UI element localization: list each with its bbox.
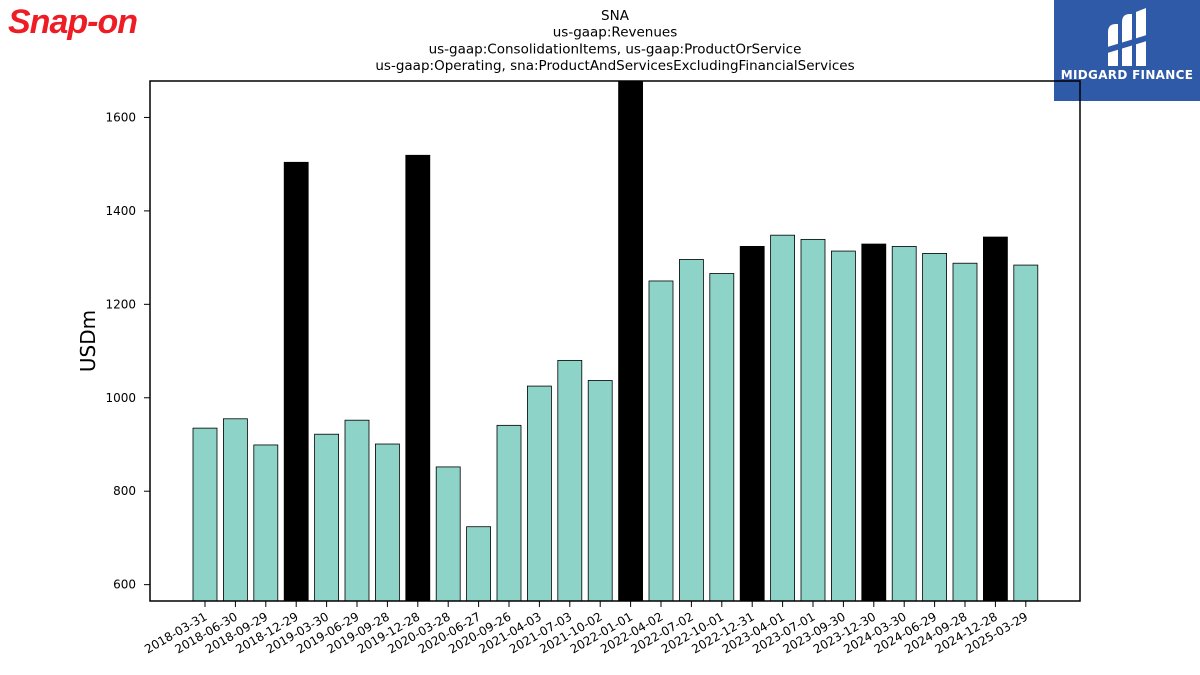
y-tick-label: 1000 [105, 391, 136, 405]
x-axis: 2018-03-312018-06-302018-09-292018-12-29… [142, 601, 1030, 656]
bar [527, 385, 552, 601]
bar [952, 262, 978, 601]
bar-year-end [861, 243, 887, 601]
bar [344, 419, 370, 601]
snap-on-logo: Snap-on [8, 3, 138, 41]
title-line: us-gaap:Revenues [553, 25, 678, 41]
y-tick-label: 800 [113, 484, 136, 498]
y-axis: 600 800 1000 1200 1400 1600 [105, 110, 150, 592]
title-line: us-gaap:Operating, sna:ProductAndService… [375, 58, 854, 74]
title-line: us-gaap:ConsolidationItems, us-gaap:Prod… [429, 41, 802, 57]
bars [192, 81, 1039, 601]
bar [557, 359, 583, 601]
bar [1013, 264, 1039, 601]
midgard-mark-icon [1104, 8, 1150, 66]
bar-year-end [739, 245, 765, 601]
bar-year-end [405, 154, 431, 601]
title-line: SNA [601, 8, 630, 24]
bar [222, 418, 248, 601]
y-tick-label: 1200 [105, 297, 136, 311]
bar [435, 466, 461, 601]
bar [253, 444, 279, 601]
midgard-finance-logo: MIDGARD FINANCE [1054, 0, 1200, 101]
bar [679, 259, 704, 601]
bar-year-end [983, 236, 1008, 601]
bar [648, 280, 674, 601]
y-tick-label: 600 [113, 578, 136, 592]
y-tick-label: 1600 [105, 110, 136, 124]
bar [891, 245, 917, 601]
bar [922, 252, 947, 601]
bar [496, 424, 522, 601]
midgard-finance-label: MIDGARD FINANCE [1060, 68, 1194, 82]
y-axis-label: USDm [76, 310, 100, 372]
bar-year-end [618, 81, 643, 601]
plot-frame [149, 80, 1081, 602]
bar [192, 427, 218, 601]
bar [770, 234, 795, 601]
bar [831, 250, 856, 601]
bar [374, 443, 400, 601]
y-tick-label: 1400 [105, 204, 136, 218]
bar-year-end [283, 161, 309, 601]
bar [800, 238, 826, 601]
bar [314, 433, 340, 601]
bar [466, 526, 492, 601]
chart-title: SNAus-gaap:Revenuesus-gaap:Consolidation… [375, 8, 854, 74]
bar [587, 380, 613, 601]
bar [709, 273, 735, 601]
